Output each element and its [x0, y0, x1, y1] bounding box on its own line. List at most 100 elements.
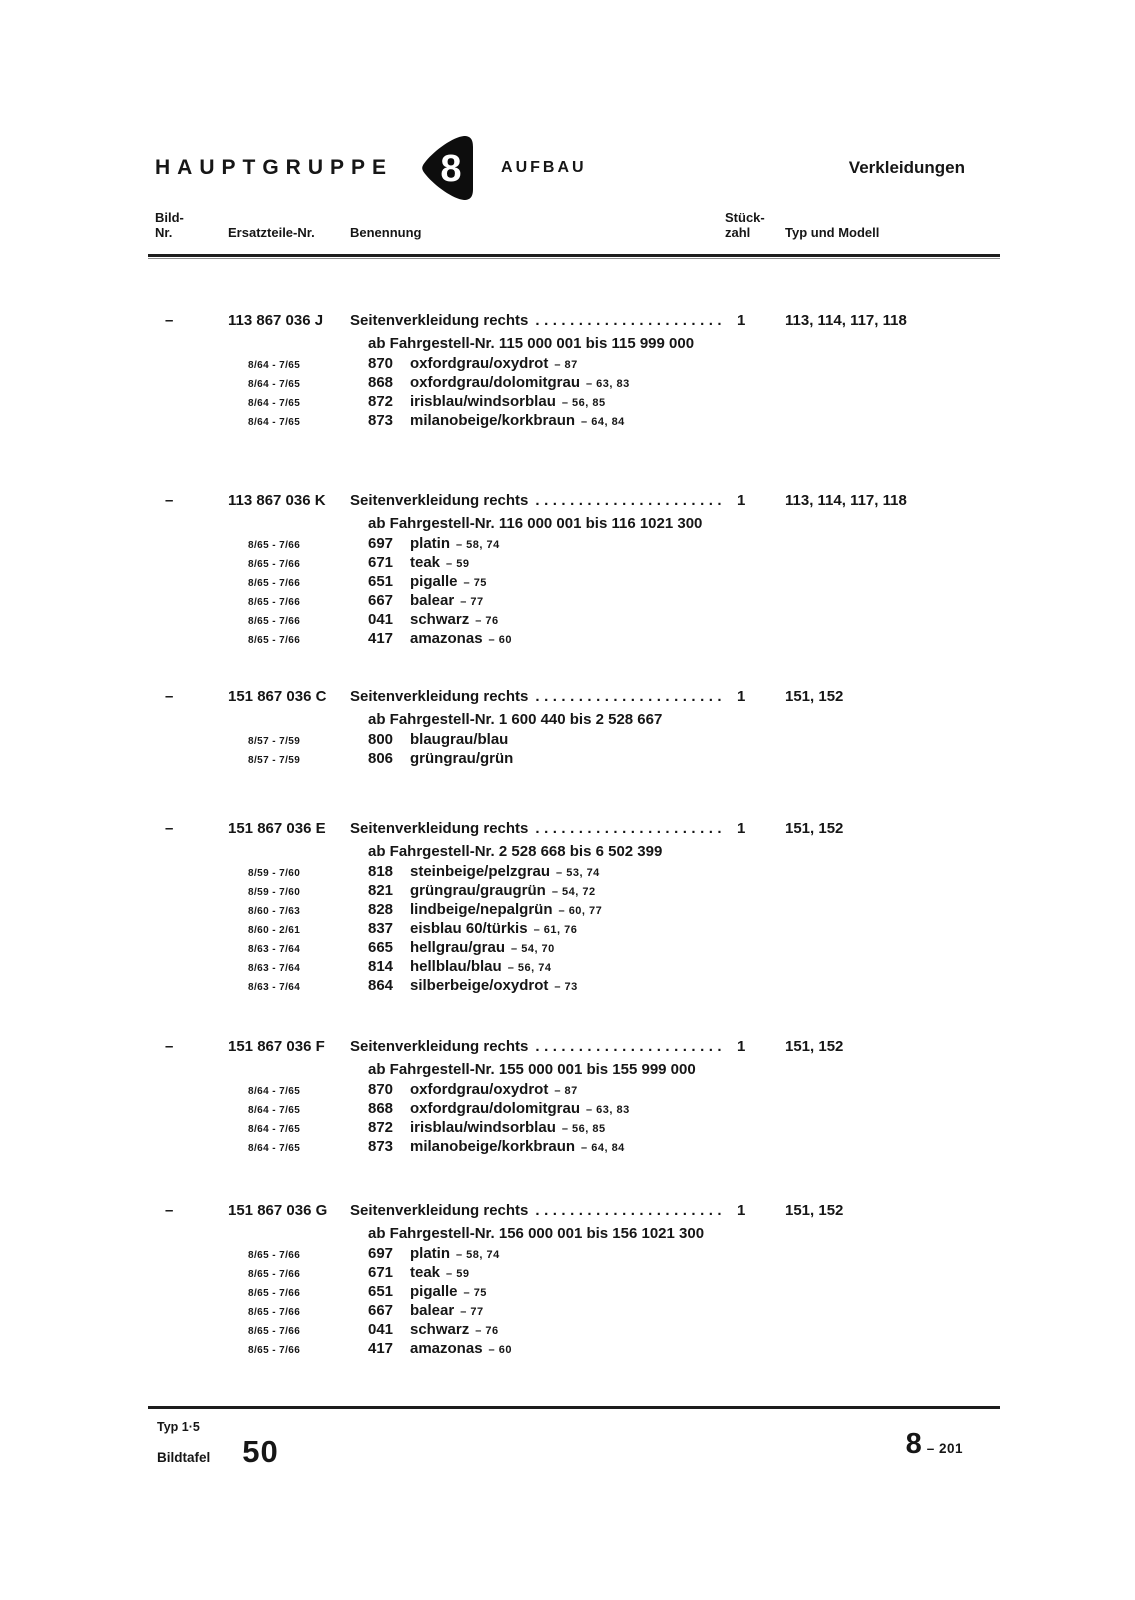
- color-variant-row: 8/65 - 7/66 651 pigalle – 75: [155, 573, 960, 592]
- color-cell: 417 amazonas – 60: [350, 1340, 960, 1357]
- color-refs: – 75: [463, 577, 487, 589]
- color-variant-row: 8/64 - 7/65 868 oxfordgrau/dolomitgrau –…: [155, 1100, 960, 1119]
- color-name: oxfordgrau/oxydrot: [410, 1081, 549, 1098]
- entry-title-row: – 151 867 036 E Seitenverkleidung rechts…: [155, 820, 960, 843]
- quantity: 1: [737, 820, 746, 837]
- column-bild-line1: Bild-: [155, 210, 184, 225]
- part-number: 151 867 036 C: [228, 688, 327, 705]
- entry-title-row: – 113 867 036 J Seitenverkleidung rechts…: [155, 312, 960, 335]
- color-variant-row: 8/65 - 7/66 671 teak – 59: [155, 1264, 960, 1283]
- column-ersatzteile-nr: Ersatzteile-Nr.: [228, 225, 315, 240]
- color-refs: – 60: [488, 1344, 512, 1356]
- parts-entry: – 113 867 036 J Seitenverkleidung rechts…: [155, 312, 960, 431]
- color-code: 870: [368, 355, 394, 372]
- color-refs: – 56, 74: [507, 962, 552, 974]
- build-period: 8/65 - 7/66: [248, 540, 301, 551]
- color-refs: – 58, 74: [456, 539, 500, 551]
- color-cell: 651 pigalle – 75: [350, 1283, 960, 1300]
- color-name: balear: [410, 592, 455, 609]
- type-models: 151, 152: [785, 1038, 844, 1055]
- color-code: 873: [368, 412, 394, 429]
- table-column-headers: Bild- Nr. Ersatzteile-Nr. Benennung Stüc…: [155, 210, 960, 240]
- color-variant-row: 8/64 - 7/65 872 irisblau/windsorblau – 5…: [155, 393, 960, 412]
- page-number: – 201: [926, 1441, 963, 1456]
- color-code: 651: [368, 1283, 394, 1300]
- quantity: 1: [737, 312, 746, 329]
- header-divider: [148, 254, 1000, 259]
- color-code: 651: [368, 573, 394, 590]
- color-cell: 041 schwarz – 76: [350, 1321, 960, 1338]
- parts-list: – 113 867 036 J Seitenverkleidung rechts…: [155, 0, 960, 1600]
- color-name: hellgrau/grau: [410, 939, 506, 956]
- chassis-range: ab Fahrgestell-Nr. 1 600 440 bis 2 528 6…: [368, 711, 663, 728]
- leader-dots: ......................: [535, 688, 725, 705]
- part-description-cell: Seitenverkleidung rechts ...............…: [350, 688, 725, 705]
- build-period: 8/65 - 7/66: [248, 597, 301, 608]
- color-refs: – 60, 77: [558, 905, 603, 917]
- color-refs: – 76: [475, 615, 499, 627]
- group-number: 8: [440, 148, 461, 190]
- part-number: 113 867 036 K: [228, 492, 326, 509]
- color-cell: 821 grüngrau/graugrün – 54, 72: [350, 882, 960, 899]
- color-variant-row: 8/63 - 7/64 665 hellgrau/grau – 54, 70: [155, 939, 960, 958]
- color-variant-row: 8/63 - 7/64 814 hellblau/blau – 56, 74: [155, 958, 960, 977]
- color-refs: – 63, 83: [586, 1104, 630, 1116]
- color-refs: – 77: [460, 596, 484, 608]
- part-number: 151 867 036 F: [228, 1038, 325, 1055]
- build-period: 8/59 - 7/60: [248, 887, 301, 898]
- entry-chassis-row: ab Fahrgestell-Nr. 116 000 001 bis 116 1…: [155, 515, 960, 535]
- color-name: hellblau/blau: [410, 958, 502, 975]
- color-refs: – 58, 74: [456, 1249, 500, 1261]
- color-variant-row: 8/64 - 7/65 870 oxfordgrau/oxydrot – 87: [155, 355, 960, 374]
- entry-title-row: – 151 867 036 G Seitenverkleidung rechts…: [155, 1202, 960, 1225]
- column-typ-und-modell: Typ und Modell: [785, 225, 880, 240]
- color-cell: 667 balear – 77: [350, 1302, 960, 1319]
- entry-title-row: – 151 867 036 F Seitenverkleidung rechts…: [155, 1038, 960, 1061]
- color-variant-row: 8/65 - 7/66 041 schwarz – 76: [155, 611, 960, 630]
- color-variant-row: 8/65 - 7/66 667 balear – 77: [155, 592, 960, 611]
- color-name: oxfordgrau/dolomitgrau: [410, 374, 580, 391]
- color-cell: 864 silberbeige/oxydrot – 73: [350, 977, 960, 994]
- part-description-cell: Seitenverkleidung rechts ...............…: [350, 1038, 725, 1055]
- build-period: 8/65 - 7/66: [248, 578, 301, 589]
- color-code: 864: [368, 977, 394, 994]
- color-name: eisblau 60/türkis: [410, 920, 528, 937]
- entry-title-row: – 113 867 036 K Seitenverkleidung rechts…: [155, 492, 960, 515]
- color-variant-row: 8/65 - 7/66 697 platin – 58, 74: [155, 535, 960, 554]
- color-variant-row: 8/65 - 7/66 417 amazonas – 60: [155, 630, 960, 649]
- color-cell: 837 eisblau 60/türkis – 61, 76: [350, 920, 960, 937]
- bild-nr-value: –: [165, 1038, 174, 1055]
- color-code: 417: [368, 1340, 394, 1357]
- color-cell: 806 grüngrau/grün: [350, 750, 960, 767]
- color-variant-row: 8/59 - 7/60 821 grüngrau/graugrün – 54, …: [155, 882, 960, 901]
- color-code: 667: [368, 1302, 394, 1319]
- color-refs: – 87: [554, 359, 578, 371]
- column-benennung: Benennung: [350, 225, 422, 240]
- build-period: 8/65 - 7/66: [248, 1326, 301, 1337]
- column-bild-line2: Nr.: [155, 225, 173, 240]
- parts-entry: – 151 867 036 E Seitenverkleidung rechts…: [155, 820, 960, 996]
- color-variant-list: 8/65 - 7/66 697 platin – 58, 74 8/65 - 7…: [155, 535, 960, 649]
- footer-typ: Typ 1·5: [157, 1420, 200, 1434]
- color-code: 665: [368, 939, 394, 956]
- leader-dots: ......................: [535, 492, 725, 509]
- build-period: 8/64 - 7/65: [248, 1086, 301, 1097]
- color-code: 872: [368, 1119, 394, 1136]
- build-period: 8/57 - 7/59: [248, 755, 301, 766]
- color-code: 873: [368, 1138, 394, 1155]
- parts-entry: – 113 867 036 K Seitenverkleidung rechts…: [155, 492, 960, 649]
- color-code: 806: [368, 750, 394, 767]
- bild-nr-value: –: [165, 492, 174, 509]
- bild-nr-value: –: [165, 688, 174, 705]
- color-cell: 828 lindbeige/nepalgrün – 60, 77: [350, 901, 960, 918]
- color-name: oxfordgrau/dolomitgrau: [410, 1100, 580, 1117]
- build-period: 8/65 - 7/66: [248, 1250, 301, 1261]
- color-cell: 671 teak – 59: [350, 554, 960, 571]
- color-refs: – 54, 72: [551, 886, 596, 898]
- column-stueckzahl: Stück- zahl: [725, 210, 775, 240]
- color-variant-row: 8/65 - 7/66 697 platin – 58, 74: [155, 1245, 960, 1264]
- leader-dots: ......................: [535, 1202, 725, 1219]
- color-variant-row: 8/64 - 7/65 873 milanobeige/korkbraun – …: [155, 412, 960, 431]
- color-name: blaugrau/blau: [410, 731, 509, 748]
- color-name: schwarz: [410, 1321, 470, 1338]
